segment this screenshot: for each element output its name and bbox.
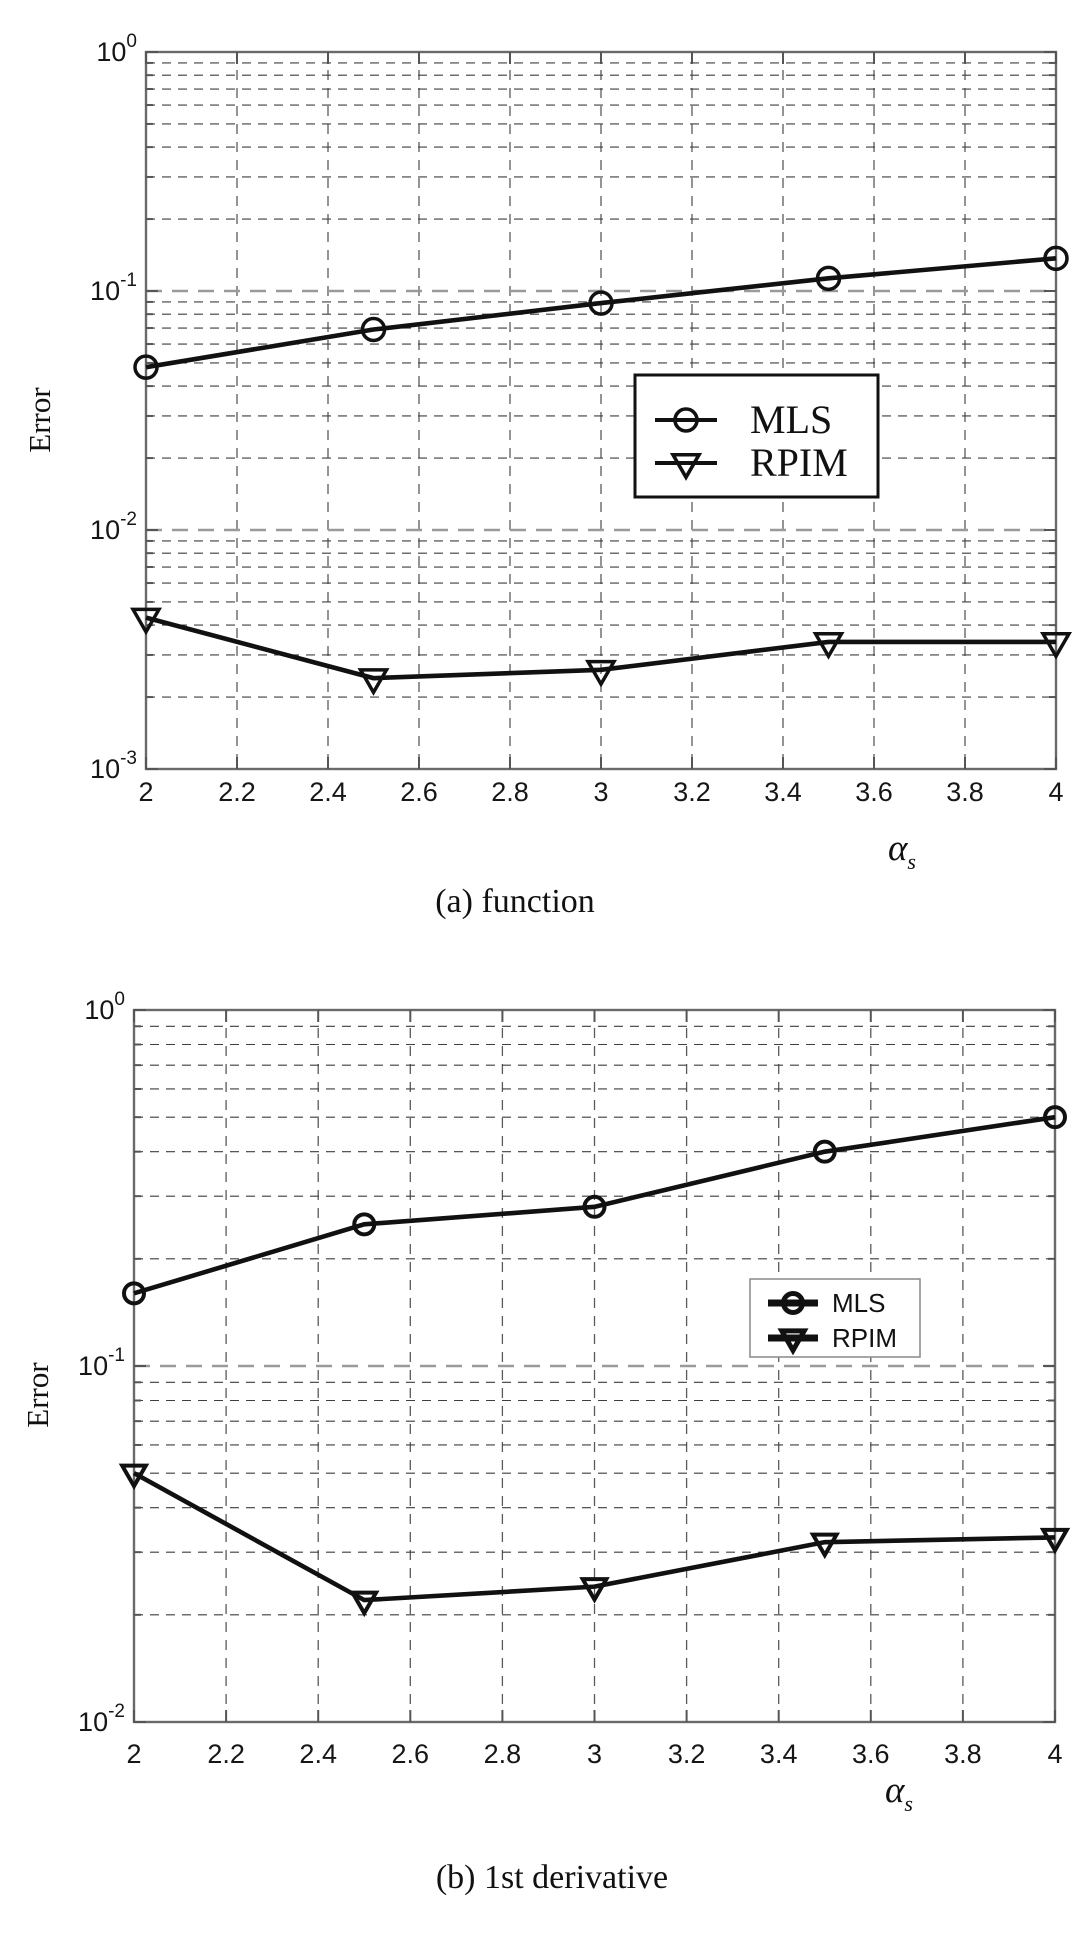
marker-triangle-down — [357, 668, 390, 696]
marker-circle — [360, 316, 387, 343]
x-tick-label: 3.6 — [855, 777, 893, 807]
tick-marks — [145, 51, 1057, 770]
marker-triangle-down — [669, 452, 703, 481]
series-line — [145, 615, 1056, 681]
legend: MLS RPIM — [749, 1278, 921, 1358]
marker-circle — [781, 1291, 805, 1315]
x-tick-label: 2.4 — [299, 1739, 337, 1769]
x-tick-label: 4 — [1047, 1739, 1062, 1769]
marker-circle — [673, 407, 699, 433]
marker-circle — [1043, 245, 1069, 272]
marker-triangle-down — [584, 659, 618, 688]
legend-label: RPIM — [832, 1323, 897, 1353]
series-line — [132, 1471, 1056, 1603]
marker-triangle-down — [1039, 631, 1073, 660]
x-tick-label: 3.2 — [673, 777, 711, 807]
grid — [134, 1010, 1055, 1722]
marker-triangle-down — [1039, 1527, 1071, 1555]
x-tick-label: 3.8 — [944, 1739, 982, 1769]
legend-box — [633, 373, 880, 499]
x-tick-label: 2.4 — [309, 777, 347, 807]
x-tick-label: 2.2 — [207, 1739, 245, 1769]
series-line — [145, 256, 1057, 370]
marker-circle — [588, 290, 614, 316]
series-MLS — [122, 1105, 1067, 1306]
tick-marks — [133, 1009, 1056, 1723]
marker-circle — [812, 1139, 837, 1164]
series-RPIM — [129, 607, 1073, 696]
marker-circle — [815, 265, 842, 292]
y-tick-label: 10-1 — [90, 270, 137, 306]
x-tick-label: 2.8 — [491, 777, 529, 807]
x-tick-label: 2 — [126, 1739, 141, 1769]
x-tick-label: 2 — [138, 777, 153, 807]
y-tick-label: 100 — [96, 31, 137, 67]
marker-triangle-down — [129, 607, 163, 636]
legend-label: MLS — [750, 397, 832, 442]
chart-a-plot: 2 2.2 2.4 2.6 2.8 3 3.2 3.4 3.6 3.8 4 100 10-1 10-2 10… — [90, 31, 1073, 807]
x-tick-label: 3.6 — [852, 1739, 890, 1769]
chart-b-caption: (b) 1st derivative — [436, 1859, 668, 1896]
chart-a-x-axis-label: αs — [888, 828, 916, 874]
x-tick-label: 3 — [593, 777, 608, 807]
marker-triangle-down — [579, 1577, 610, 1604]
legend-label: MLS — [832, 1288, 885, 1318]
chart-b-x-axis-label: αs — [885, 1770, 913, 1816]
x-tick-label: 2.6 — [392, 1739, 430, 1769]
x-tick-label: 2.2 — [218, 777, 256, 807]
x-tick-label: 4 — [1048, 777, 1063, 807]
chart-b-plot: 2 2.2 2.4 2.6 2.8 3 3.2 3.4 3.6 3.8 4 100 10-1 10-2 ML… — [78, 989, 1071, 1769]
marker-circle — [582, 1194, 607, 1219]
marker-circle — [133, 354, 159, 380]
y-tick-label: 10-1 — [78, 1345, 125, 1381]
y-tick-label: 100 — [84, 989, 125, 1025]
chart-b-y-axis-label: Error — [20, 1362, 55, 1428]
x-tick-label: 3 — [587, 1739, 602, 1769]
marker-triangle-down — [348, 1590, 380, 1618]
y-tick-label: 10-2 — [78, 1701, 125, 1737]
x-tick-label: 3.4 — [764, 777, 802, 807]
chart-a-y-axis-label: Error — [22, 387, 57, 453]
legend-label: RPIM — [750, 440, 848, 485]
series-RPIM — [118, 1463, 1071, 1618]
series-line — [133, 1114, 1056, 1296]
marker-circle — [352, 1212, 377, 1237]
y-tick-label: 10-2 — [90, 509, 137, 545]
marker-triangle-down — [118, 1463, 150, 1491]
series-MLS — [133, 245, 1069, 380]
marker-circle — [122, 1281, 146, 1306]
marker-triangle-down — [812, 631, 845, 660]
x-tick-label: 2.6 — [400, 777, 438, 807]
chart-a-caption: (a) function — [435, 883, 595, 920]
x-tick-label: 3.8 — [946, 777, 984, 807]
marker-triangle-down — [809, 1532, 841, 1560]
marker-circle — [1043, 1105, 1067, 1130]
y-tick-label: 10-3 — [90, 748, 137, 784]
marker-triangle-down — [777, 1328, 809, 1356]
x-tick-label: 2.8 — [484, 1739, 522, 1769]
legend-box — [749, 1278, 921, 1358]
x-tick-label: 3.4 — [760, 1739, 798, 1769]
x-tick-label: 3.2 — [668, 1739, 706, 1769]
